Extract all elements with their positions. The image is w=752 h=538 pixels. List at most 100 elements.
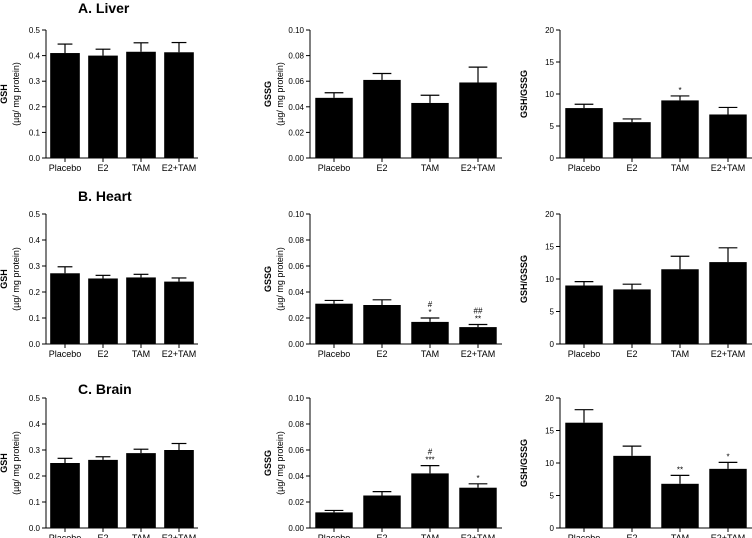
x-tick-label: TAM [132, 533, 150, 538]
significance-annotation: * [428, 308, 431, 317]
x-tick-label: Placebo [49, 533, 82, 538]
x-tick-label: TAM [421, 349, 439, 359]
y-tick-label: 10 [545, 275, 554, 284]
y-tick-label: 0.3 [29, 77, 41, 86]
bar [661, 483, 699, 528]
significance-annotation: # [428, 300, 433, 309]
bar [709, 262, 747, 344]
bar [164, 281, 194, 344]
x-tick-label: Placebo [568, 533, 601, 538]
x-tick-label: Placebo [568, 349, 601, 359]
significance-annotation: # [428, 448, 433, 457]
x-tick-label: E2+TAM [711, 163, 746, 173]
x-tick-label: E2+TAM [162, 163, 197, 173]
chart-panel-1: 0.0 0.1 0.2 0.3 0.4 0.5 GSH (µg/ mg protein) Pla… [0, 26, 198, 173]
y-axis-unit-label: (µg/ mg protein) [275, 431, 285, 495]
bar [411, 102, 449, 158]
y-tick-label: 0.4 [29, 52, 41, 61]
chart-panel-7: 0.0 0.1 0.2 0.3 0.4 0.5 GSH (µg/ mg protein) Pla… [0, 394, 198, 538]
bar [126, 277, 156, 344]
significance-annotation: * [726, 452, 729, 461]
bar [459, 82, 497, 158]
y-axis-label: GSH/GSSG [519, 255, 529, 303]
x-tick-label: E2 [376, 163, 387, 173]
x-tick-label: Placebo [49, 349, 82, 359]
y-tick-label: 0.08 [288, 420, 304, 429]
x-tick-label: Placebo [568, 163, 601, 173]
significance-annotation: * [476, 474, 479, 483]
bar [363, 79, 401, 158]
x-tick-label: E2 [626, 533, 637, 538]
y-tick-label: 0.06 [288, 262, 304, 271]
y-tick-label: 0.06 [288, 446, 304, 455]
y-tick-label: 0.2 [29, 472, 41, 481]
y-tick-label: 5 [550, 308, 555, 317]
bar [613, 122, 651, 158]
bar [363, 495, 401, 528]
y-axis-label: GSH [0, 269, 9, 289]
section-title-liver: A. Liver [78, 0, 130, 16]
y-tick-label: 0.06 [288, 77, 304, 86]
bar [315, 97, 353, 158]
significance-annotation: ** [677, 465, 683, 474]
section-title-heart: B. Heart [78, 188, 132, 204]
x-tick-label: E2 [626, 163, 637, 173]
y-tick-label: 0.0 [29, 524, 41, 533]
x-tick-label: Placebo [318, 349, 351, 359]
bar [315, 303, 353, 344]
y-tick-label: 10 [545, 90, 554, 99]
y-tick-label: 0.04 [288, 472, 304, 481]
bar [411, 473, 449, 528]
bar [565, 422, 603, 528]
y-axis-label: GSH [0, 453, 9, 473]
bar [459, 487, 497, 528]
y-tick-label: 20 [545, 26, 554, 35]
y-tick-label: 15 [545, 243, 554, 252]
x-tick-label: Placebo [318, 163, 351, 173]
y-tick-label: 0 [550, 340, 555, 349]
y-axis-unit-label: (µg/ mg protein) [275, 62, 285, 126]
x-tick-label: E2 [626, 349, 637, 359]
x-tick-label: E2 [97, 163, 108, 173]
x-tick-label: TAM [132, 163, 150, 173]
bar [50, 463, 80, 528]
y-tick-label: 20 [545, 210, 554, 219]
y-tick-label: 10 [545, 459, 554, 468]
chart-panel-2: 0.00 0.02 0.04 0.06 0.08 0.10 GSSG (µg/ mg prot… [263, 26, 502, 173]
y-tick-label: 20 [545, 394, 554, 403]
y-axis-label: GSH [0, 84, 9, 104]
y-tick-label: 0.04 [288, 103, 304, 112]
bar [565, 285, 603, 344]
chart-panel-5: 0.00 0.02 0.04 0.06 0.08 0.10 GSSG (µg/ mg prot… [263, 210, 502, 359]
bar [50, 53, 80, 158]
y-tick-label: 0.00 [288, 154, 304, 163]
y-tick-label: 0.2 [29, 103, 41, 112]
x-tick-label: E2+TAM [461, 163, 496, 173]
y-axis-label: GSSG [263, 266, 273, 292]
chart-panel-3: 0 5 10 15 20 GSH/GSSG Placebo E2 TAM * E2+TAM [519, 26, 752, 173]
y-axis-label: GSSG [263, 81, 273, 107]
chart-panel-4: 0.0 0.1 0.2 0.3 0.4 0.5 GSH (µg/ mg protein) Pla… [0, 210, 198, 359]
y-axis-unit-label: (µg/ mg protein) [11, 431, 21, 495]
x-tick-label: E2 [376, 349, 387, 359]
significance-annotation: * [678, 86, 681, 95]
y-tick-label: 0.0 [29, 340, 41, 349]
x-tick-label: TAM [671, 349, 689, 359]
x-tick-label: E2+TAM [711, 349, 746, 359]
x-tick-label: E2+TAM [461, 349, 496, 359]
y-tick-label: 0.02 [288, 314, 304, 323]
y-axis-unit-label: (µg/ mg protein) [275, 247, 285, 311]
y-tick-label: 0.4 [29, 236, 41, 245]
bar [164, 450, 194, 528]
x-tick-label: TAM [671, 533, 689, 538]
bar [709, 114, 747, 158]
y-tick-label: 0 [550, 154, 555, 163]
y-tick-label: 0.5 [29, 26, 41, 35]
chart-panel-9: 0 5 10 15 20 GSH/GSSG Placebo E2 TAM ** E2+TAM * [519, 394, 752, 538]
bar [315, 512, 353, 528]
y-tick-label: 0.00 [288, 340, 304, 349]
section-title-brain: C. Brain [78, 381, 132, 397]
y-axis-label: GSH/GSSG [519, 439, 529, 487]
